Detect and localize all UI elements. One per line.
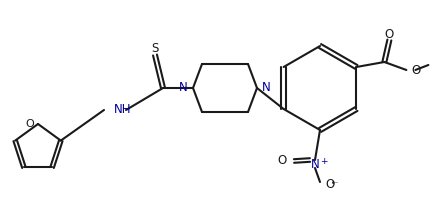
Text: •⁻: •⁻ <box>330 178 339 187</box>
Text: O: O <box>384 28 393 42</box>
Text: O: O <box>410 64 420 76</box>
Text: O: O <box>277 154 286 167</box>
Text: NH: NH <box>114 103 131 116</box>
Text: N: N <box>261 82 270 94</box>
Text: O: O <box>324 178 333 191</box>
Text: S: S <box>151 42 158 55</box>
Text: +: + <box>319 157 327 166</box>
Text: N: N <box>310 158 319 171</box>
Text: N: N <box>179 82 187 94</box>
Text: O: O <box>25 119 34 129</box>
